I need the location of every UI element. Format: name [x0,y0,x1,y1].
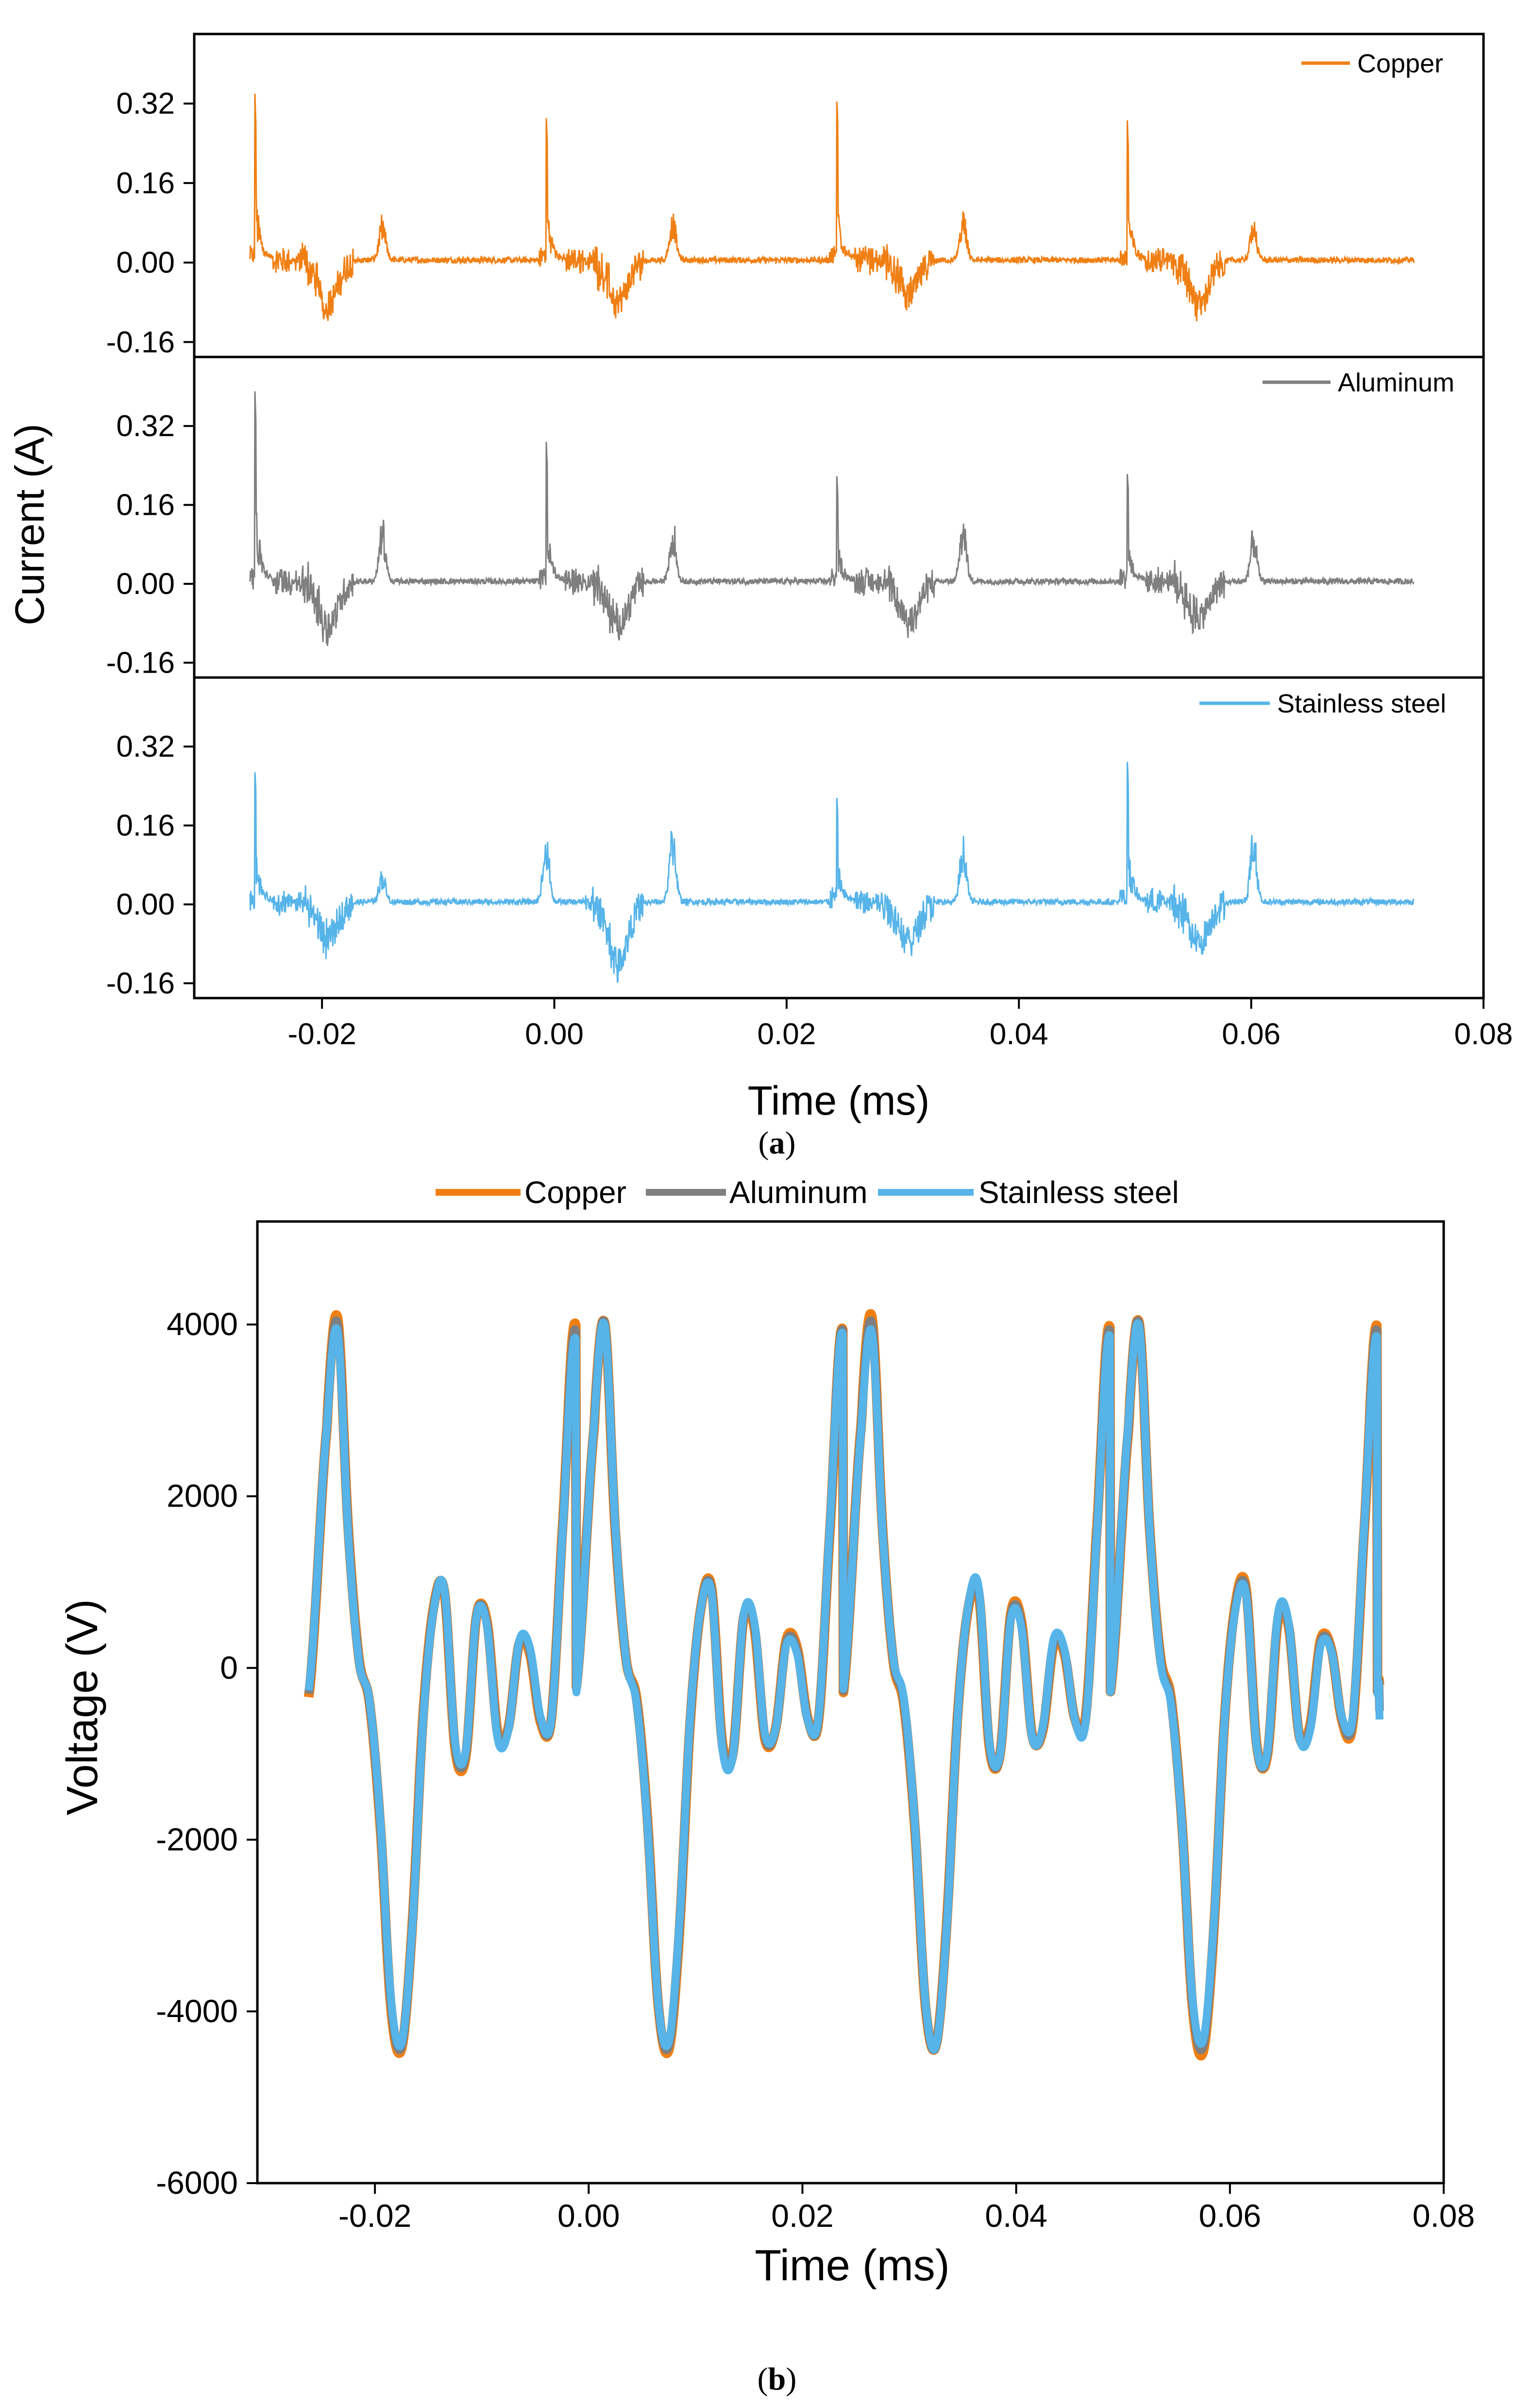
panel-a-ylabel: Current (A) [7,424,52,625]
b-ytick-label: 0 [220,1649,238,1685]
subplot-stainless-steel-frame [193,676,1485,1000]
a-ytick-label: 0.00 [116,888,175,921]
legend-aluminum-label: Aluminum [1338,368,1454,397]
legend-aluminum: Aluminum [1263,368,1454,397]
subplot-stainless-steel: -0.16 0.00 0.16 0.32 Stainless steel [106,676,1485,1001]
a-ytick-label: -0.16 [106,646,175,680]
b-ytick-label: 2000 [167,1478,238,1514]
legend-b: Copper Aluminum Stainless steel [436,1175,1179,1210]
b-ytick-label: -6000 [156,2165,238,2201]
series-stainless-steel-voltage-line [304,1319,1383,2054]
b-xtick-label: 0.02 [771,2198,833,2234]
a-xtick-label: 0.08 [1454,1017,1513,1051]
a-ytick-label: 0.16 [116,809,175,843]
panel-a-caption: (a) [759,1125,796,1161]
a-ytick-label: 0.32 [116,87,175,120]
subplot-aluminum-frame [193,356,1485,679]
legend-b-stainless-steel-label: Stainless steel [978,1175,1179,1210]
panel-b: Copper Aluminum Stainless steel -6000 -40… [58,1175,1475,2397]
a-xtick-label: 0.04 [990,1017,1048,1051]
b-xtick-label: 0.08 [1413,2198,1475,2234]
a-ytick-label: -0.16 [106,967,175,1001]
b-ytick-label: 4000 [167,1306,238,1342]
a-ytick-label: 0.32 [116,409,175,443]
series-stainless-steel-current-line [249,762,1415,983]
b-xtick-label: -0.02 [338,2198,411,2234]
b-xtick-label: 0.00 [557,2198,620,2234]
a-xtick-label: -0.02 [287,1017,356,1051]
b-xtick-label: 0.04 [985,2198,1047,2234]
panel-b-xlabel: Time (ms) [755,2241,950,2290]
legend-stainless-steel: Stainless steel [1199,689,1446,718]
legend-copper-label: Copper [1357,49,1443,78]
a-ytick-label: -0.16 [106,325,175,359]
legend-b-copper-label: Copper [524,1175,626,1210]
panel-b-caption-letter: b [768,2361,786,2397]
a-xtick-label: 0.00 [525,1017,584,1051]
series-aluminum-current-line [249,391,1415,646]
panel-a: Current (A) -0.16 0.00 0.16 0.32 Copper -0.… [7,33,1513,1161]
panel-b-ylabel: Voltage (V) [58,1599,107,1815]
panel-a-xlabel: Time (ms) [748,1078,930,1123]
panel-a-caption-letter: a [769,1125,785,1161]
a-xtick-label: 0.02 [758,1017,816,1051]
panel-b-caption: (b) [758,2361,797,2397]
legend-b-aluminum-label: Aluminum [729,1175,868,1210]
legend-copper: Copper [1301,49,1443,78]
subplot-aluminum: -0.16 0.00 0.16 0.32 Aluminum [106,356,1485,680]
series-copper-current-line [249,94,1415,322]
panel-b-frame [256,1220,1445,2185]
subplot-copper: -0.16 0.00 0.16 0.32 Copper [106,33,1485,359]
b-ytick-label: -2000 [156,1821,238,1857]
legend-stainless-steel-label: Stainless steel [1277,689,1446,718]
b-xtick-label: 0.06 [1199,2198,1261,2234]
a-ytick-label: 0.00 [116,567,175,601]
a-xtick-label: 0.06 [1222,1017,1281,1051]
subplot-copper-frame [193,33,1485,358]
a-ytick-label: 0.00 [116,246,175,280]
a-ytick-label: 0.32 [116,730,175,763]
b-ytick-label: -4000 [156,1993,238,2029]
a-ytick-label: 0.16 [116,489,175,522]
a-ytick-label: 0.16 [116,167,175,200]
